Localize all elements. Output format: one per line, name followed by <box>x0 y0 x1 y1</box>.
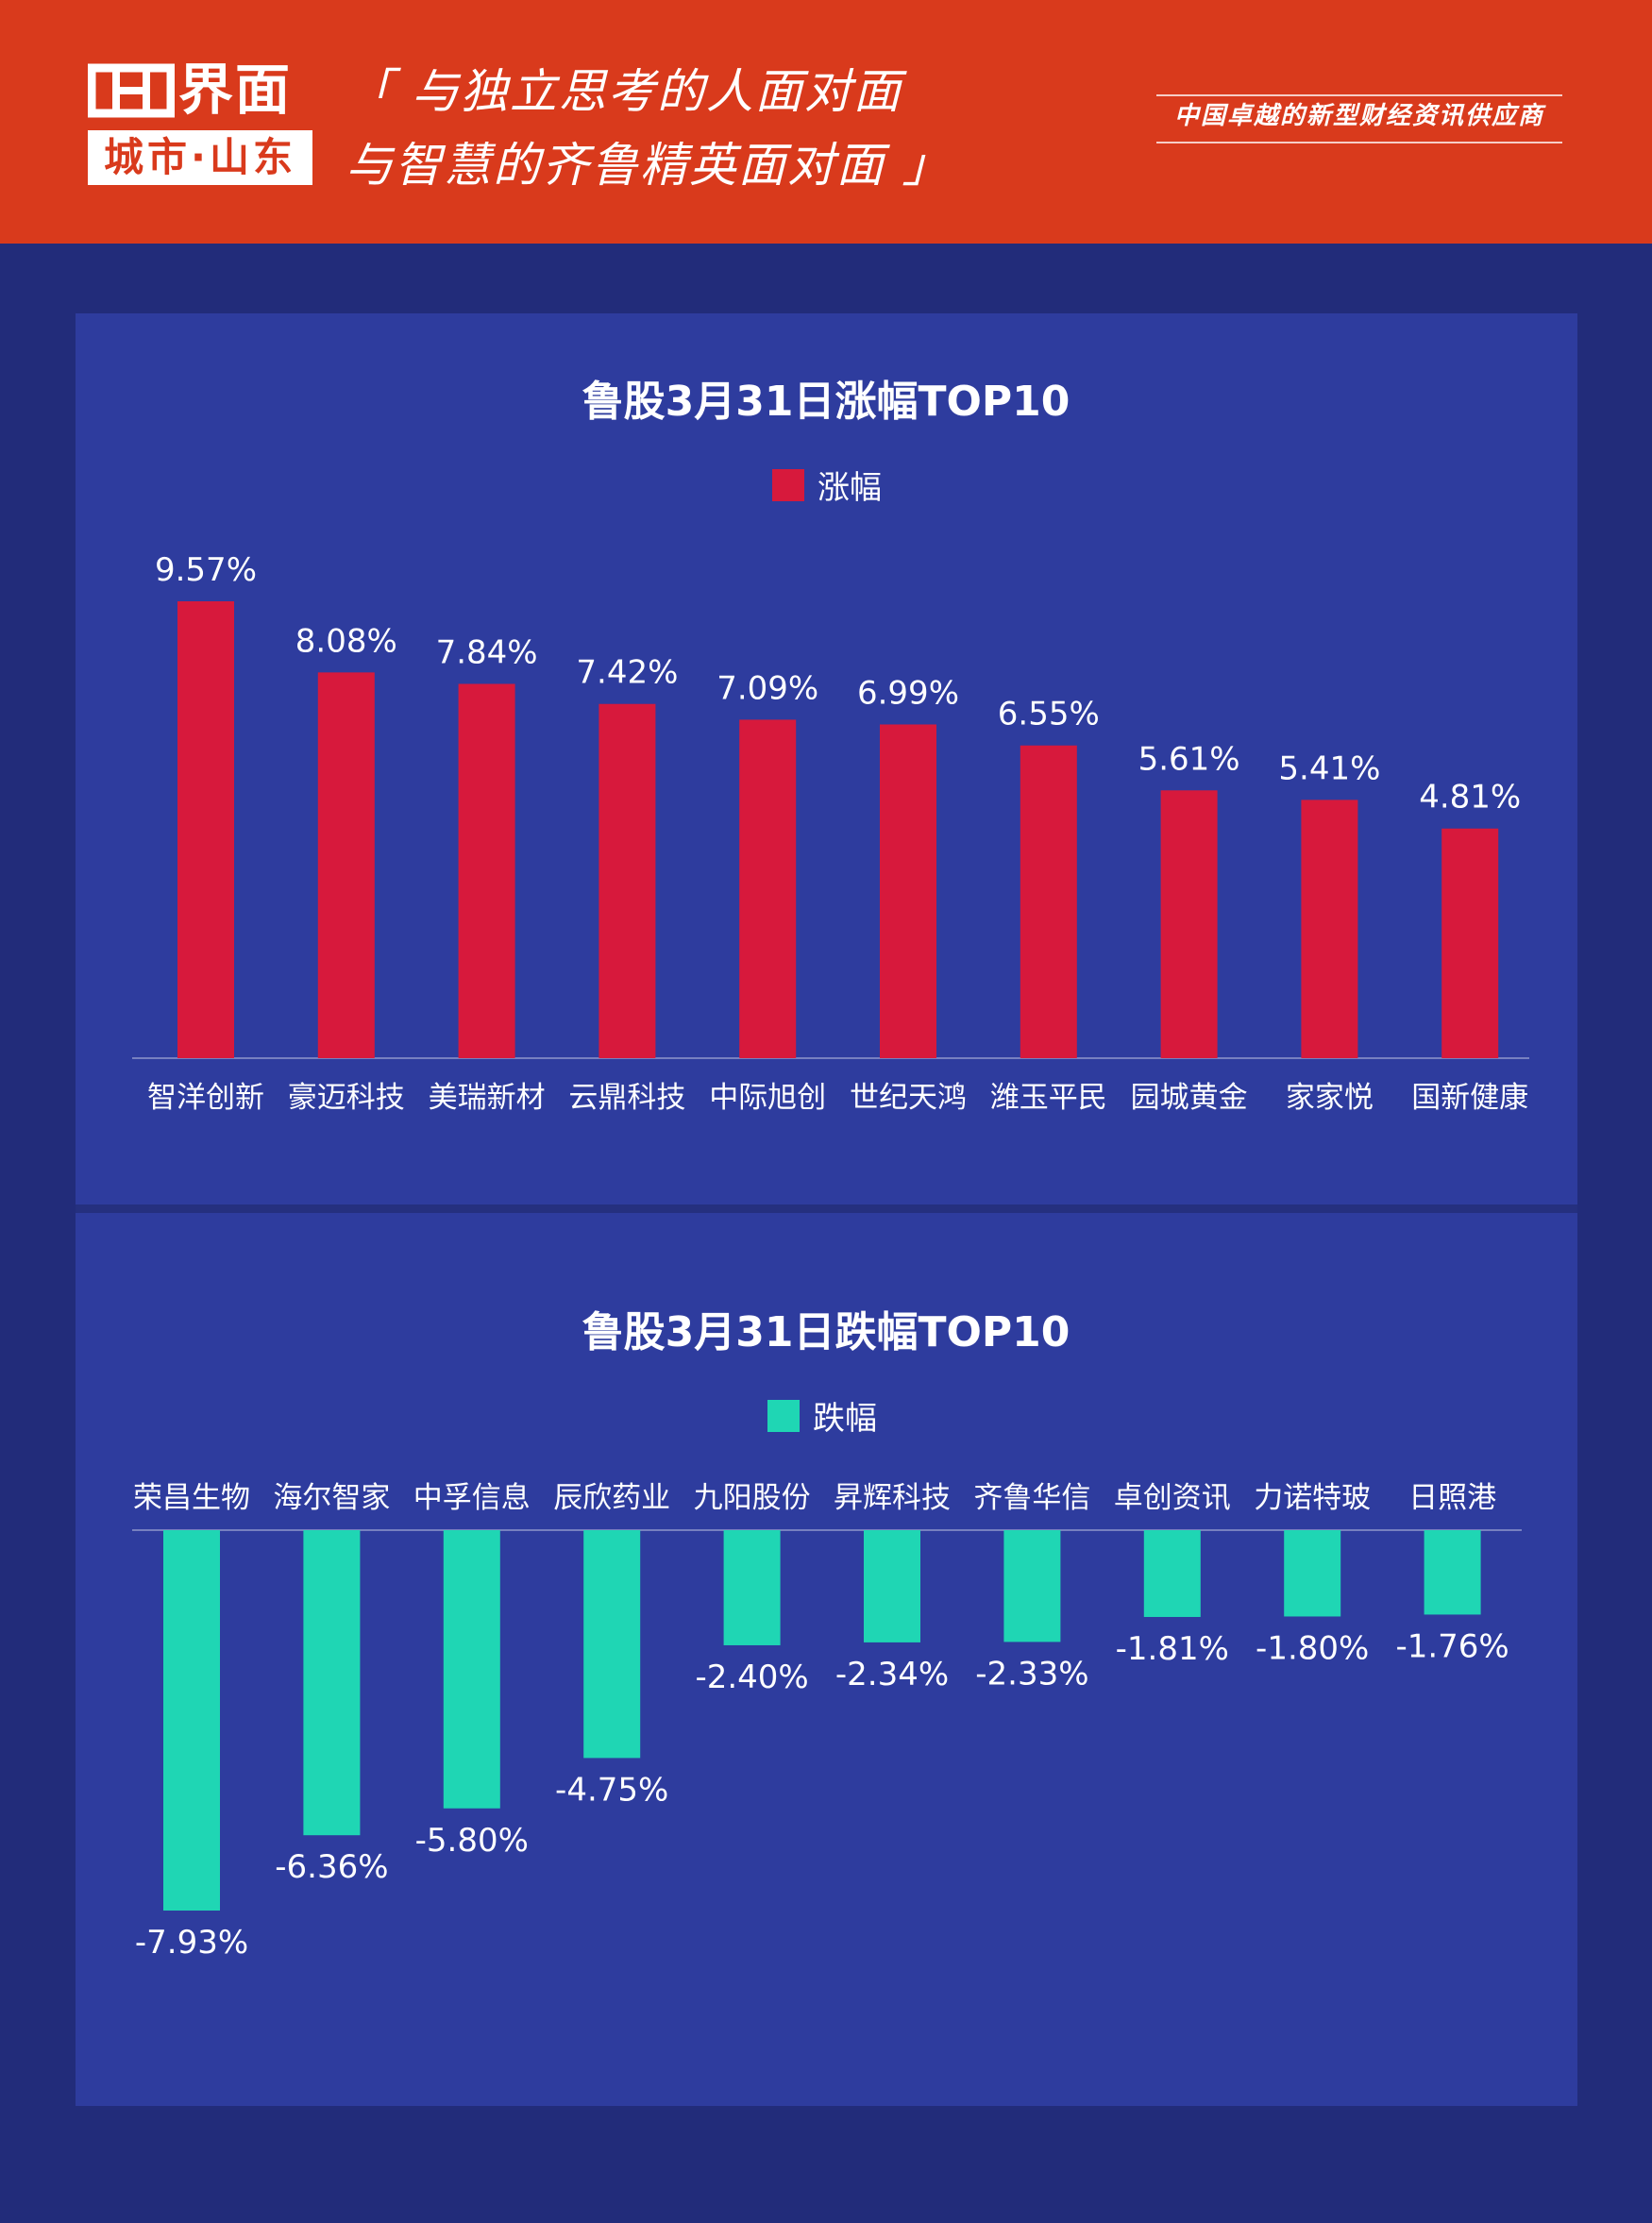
bar <box>443 1530 500 1809</box>
data-label: -7.93% <box>135 1924 248 1962</box>
bar <box>1284 1530 1341 1617</box>
data-label: -2.34% <box>835 1656 949 1693</box>
data-label: 4.81% <box>1419 779 1521 817</box>
chart-title: 鲁股3月31日跌幅TOP10 <box>582 1308 1070 1356</box>
category-label: 卓创资讯 <box>1114 1481 1231 1515</box>
data-label: 7.84% <box>436 633 538 671</box>
slogan-line-1: 「 与独立思考的人面对面 <box>346 64 902 119</box>
legend-label: 涨幅 <box>818 469 882 507</box>
chart-title: 鲁股3月31日涨幅TOP10 <box>582 378 1070 426</box>
data-label: 6.99% <box>857 674 959 712</box>
data-label: 7.09% <box>716 669 818 707</box>
slogan: 「 与独立思考的人面对面 与智慧的齐鲁精英面对面 」 <box>346 55 952 202</box>
tagline-rule-top <box>1156 94 1562 96</box>
category-label: 日照港 <box>1408 1481 1496 1515</box>
bar <box>1003 1530 1061 1642</box>
bar <box>303 1530 361 1836</box>
data-label: -1.81% <box>1116 1630 1229 1668</box>
category-label: 智洋创新 <box>147 1081 264 1115</box>
legend-swatch <box>767 1400 800 1432</box>
category-label: 潍玉平民 <box>990 1081 1107 1115</box>
data-label: -4.75% <box>555 1771 668 1809</box>
bar <box>1020 745 1077 1058</box>
data-label: -2.40% <box>695 1659 808 1696</box>
bar <box>1160 790 1218 1058</box>
data-label: 5.41% <box>1278 749 1380 787</box>
data-label: 5.61% <box>1138 740 1240 778</box>
bar <box>598 703 656 1058</box>
category-label: 力诺特玻 <box>1254 1481 1371 1515</box>
category-label: 国新健康 <box>1411 1081 1528 1115</box>
data-label: -2.33% <box>975 1655 1088 1693</box>
slogan-line-2: 与智慧的齐鲁精英面对面 」 <box>346 138 952 193</box>
category-label: 世纪天鸿 <box>850 1081 967 1115</box>
category-label: 美瑞新材 <box>429 1081 546 1115</box>
data-label: -1.76% <box>1395 1627 1509 1665</box>
logo-word: 界面 <box>178 58 293 122</box>
bar <box>317 672 375 1058</box>
category-label: 齐鲁华信 <box>973 1481 1090 1515</box>
header-banner: 界面 城市·山东 「 与独立思考的人面对面 与智慧的齐鲁精英面对面 」 中国卓越… <box>0 0 1652 244</box>
category-label: 云鼎科技 <box>568 1081 685 1115</box>
bar <box>163 1530 220 1911</box>
category-label: 荣昌生物 <box>133 1481 250 1515</box>
bar <box>864 1530 920 1642</box>
jiemian-logo-icon <box>88 63 175 118</box>
bar <box>177 601 234 1058</box>
bar <box>1424 1530 1481 1615</box>
category-label: 九阳股份 <box>694 1481 811 1515</box>
bar <box>723 1530 781 1645</box>
category-label: 园城黄金 <box>1131 1081 1248 1115</box>
bar <box>1441 828 1499 1058</box>
bar <box>880 724 936 1058</box>
category-label: 辰欣药业 <box>553 1481 670 1515</box>
bar <box>583 1530 641 1759</box>
data-label: 6.55% <box>998 696 1100 733</box>
bar <box>1143 1530 1201 1617</box>
bar <box>739 719 797 1058</box>
data-label: -6.36% <box>275 1848 388 1886</box>
category-label: 豪迈科技 <box>288 1081 405 1115</box>
tagline-rule-bottom <box>1156 142 1562 143</box>
logo-sub: 城市·山东 <box>88 130 312 185</box>
category-label: 中际旭创 <box>709 1081 826 1115</box>
category-label: 中孚信息 <box>413 1481 531 1515</box>
bar <box>1301 800 1358 1058</box>
data-label: 8.08% <box>295 622 397 660</box>
bar <box>458 683 515 1058</box>
category-label: 海尔智家 <box>273 1481 390 1515</box>
data-label: 7.42% <box>576 654 678 692</box>
data-label: -5.80% <box>415 1822 529 1860</box>
category-label: 昇辉科技 <box>834 1481 951 1515</box>
category-label: 家家悦 <box>1286 1081 1374 1115</box>
tagline: 中国卓越的新型财经资讯供应商 <box>1173 102 1544 130</box>
panel-divider <box>76 1204 1577 1213</box>
legend-label: 跌幅 <box>813 1400 877 1438</box>
data-label: 9.57% <box>155 551 257 589</box>
legend-swatch <box>772 469 804 501</box>
jiemian-logo: 界面 城市·山东 <box>88 58 312 185</box>
data-label: -1.80% <box>1256 1629 1369 1667</box>
